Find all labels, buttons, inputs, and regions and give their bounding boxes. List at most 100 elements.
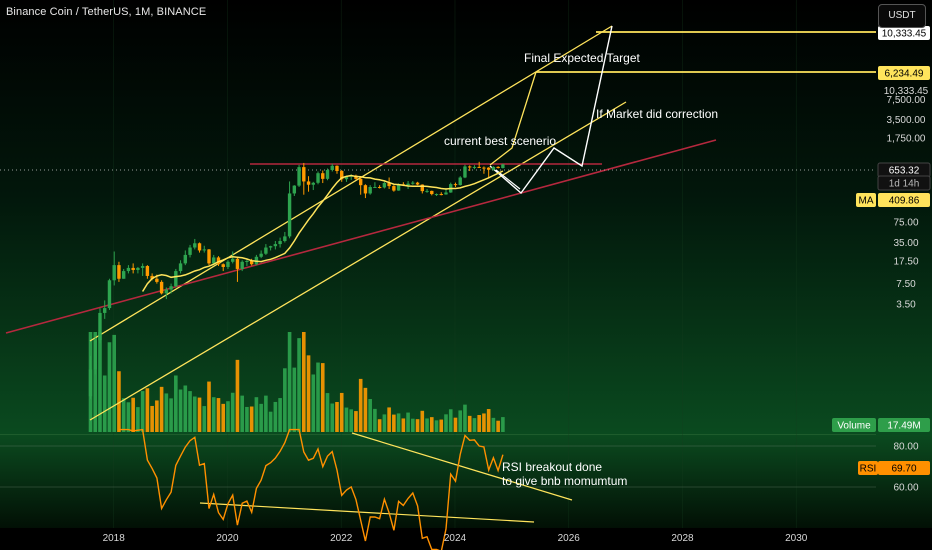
price-tick-label: 17.50 [893,257,918,268]
candle [245,259,249,267]
candle [131,263,135,274]
ma-line [141,170,504,292]
candle [235,257,240,282]
candle [268,245,273,251]
volume-bar [501,417,505,432]
candle-body [415,182,420,185]
rsi-tag-box [878,461,930,475]
price-tick-label: 10,333.45 [884,86,929,97]
volume-bar [259,403,263,432]
candle [221,263,225,272]
candle [449,182,453,193]
price-tag: 653.32 [877,162,931,178]
projection-upper [489,71,537,166]
candle [178,260,183,274]
rsi-tick-label: 80.00 [893,442,918,453]
candle-body [169,286,173,290]
volume-bar [211,397,216,432]
volume-bar [264,395,268,432]
volume-bar [467,415,472,432]
volume-bar [169,398,173,432]
time-tick-label: 2028 [671,533,694,544]
candle-body [482,167,486,169]
main-pane-background [0,0,932,435]
rsi-line [118,428,504,550]
volume-bar [297,338,301,432]
candle [121,268,126,279]
candle [458,176,462,186]
candle [363,184,368,199]
volume-bar [453,417,458,432]
final-target-label: Final Expected Target [524,51,641,65]
candle [311,181,315,191]
rsi-layer [118,428,504,550]
volume-bar [98,332,102,432]
volume-bar [302,332,306,432]
volume-bar [140,391,145,432]
time-tick-label: 2022 [330,533,353,544]
price-tag-label: MA [859,196,874,207]
candle-body [297,167,301,186]
volume-bar [207,381,211,432]
candle [183,250,187,266]
candle [202,245,206,253]
candle [117,261,121,282]
candle-body [131,267,135,270]
drawings-layer [0,25,876,523]
volume-bar [131,397,135,432]
candle-body [287,193,292,237]
price-tick-label: 35.00 [893,238,918,249]
candle-body [335,165,339,172]
rsi-tag-label-box [858,461,878,475]
volume-bar [311,374,316,432]
volume-bar [159,386,164,432]
price-tag: Volume 17.49M [832,418,930,432]
candle-body [430,190,434,195]
price-tick-label: 3.50 [896,299,916,310]
candle-body [145,266,150,276]
currency-selector[interactable]: USDT [878,4,926,28]
time-tick-label: 2026 [558,533,581,544]
price-tag-box [878,193,930,207]
candle [197,242,202,253]
candle [468,165,472,172]
volume-bar [150,405,154,432]
candle [325,168,330,181]
price-tag-value: 17.49M [887,421,920,432]
volume-bar [415,419,420,432]
volume-bar [444,414,448,432]
candle-body [382,183,387,188]
candle-body [292,185,297,194]
candle [193,238,197,250]
candle [278,237,282,248]
candle-body [88,369,93,397]
price-tag-value: 409.86 [889,196,920,207]
price-tick-label: 7.50 [896,279,916,290]
price-tick-label: 1,750.00 [887,134,926,145]
volume-bar [330,403,335,432]
candle-body [453,184,458,186]
price-tag: 1d 14h [877,175,931,191]
time-tick-label: 2018 [103,533,126,544]
candle [430,190,434,196]
candle [463,164,467,179]
candle-body [107,280,112,309]
projection-correction [489,25,613,195]
volume-bar [320,363,325,432]
candle-body [140,266,145,268]
candle-body [311,182,315,185]
candle-body [411,182,415,184]
ma-layer [141,170,504,292]
rsi-tag-value: 69.70 [891,464,916,475]
price-tag-box [878,66,930,80]
volume-bar [183,385,188,432]
candle-body [363,185,368,194]
candle-body [501,164,505,169]
candle-body [103,308,107,313]
candle [302,162,306,195]
candle-body [183,254,187,264]
candle-body [193,243,197,248]
channel-lower-line [89,101,627,421]
volume-bar [401,418,406,432]
